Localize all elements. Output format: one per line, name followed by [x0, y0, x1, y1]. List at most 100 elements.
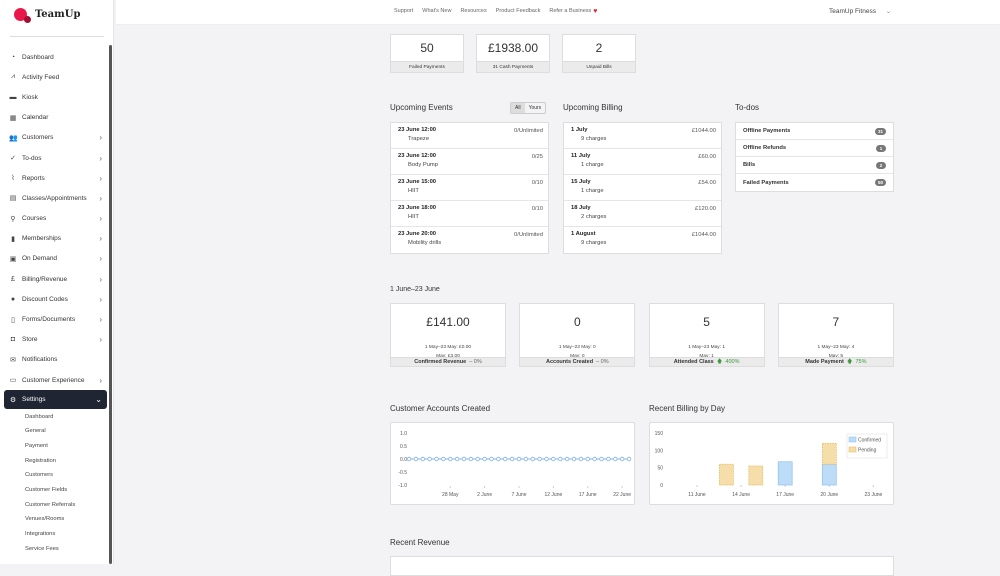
- chevron-right-icon: ›: [99, 133, 102, 143]
- settings-subitem[interactable]: Registration: [25, 457, 56, 464]
- sidebar-item-notifications[interactable]: ✉ Notifications: [4, 350, 107, 370]
- x-tick-label: 14 June: [732, 492, 750, 498]
- sidebar-item-store[interactable]: ◘ Store ›: [4, 330, 107, 350]
- x-tick-label: 28 May: [442, 492, 459, 498]
- top-link[interactable]: Resources: [460, 8, 487, 14]
- y-tick-label: 100: [655, 448, 664, 454]
- sidebar-item-customer-experience[interactable]: ▭ Customer Experience ›: [4, 370, 107, 390]
- event-time: 23 June 20:00: [398, 231, 437, 237]
- kpi-previous-period: 1 May–23 May: £0.00: [424, 345, 472, 350]
- x-tick-label: 12 June: [544, 492, 562, 498]
- x-tick-label: 17 June: [776, 492, 794, 498]
- settings-subitem[interactable]: Customers: [25, 472, 54, 479]
- sidebar-item-reports[interactable]: ⌇ Reports ›: [4, 168, 107, 188]
- todo-row[interactable]: Offline Refunds 1: [736, 140, 893, 157]
- x-tick-label: 17 June: [579, 492, 597, 498]
- event-row[interactable]: 23 June 20:00 0/Unlimited Mobility drills: [391, 227, 548, 253]
- kpi-change: – 0%: [596, 359, 609, 365]
- data-point: [606, 456, 611, 462]
- billing-row[interactable]: 11 July £60.00 1 charge: [564, 149, 721, 175]
- event-name: Trapeze: [408, 136, 430, 142]
- sidebar-item-to-dos[interactable]: ✓ To-dos ›: [4, 148, 107, 168]
- settings-subitem[interactable]: Service Fees: [25, 545, 59, 552]
- settings-subitem[interactable]: Dashboard: [25, 413, 54, 420]
- settings-subitem[interactable]: Integrations: [25, 531, 56, 538]
- billing-row[interactable]: 18 July £120.00 2 charges: [564, 201, 721, 227]
- data-point: [427, 456, 432, 462]
- chevron-down-icon: ⌄: [95, 395, 102, 405]
- data-point: [592, 456, 597, 462]
- stat-card[interactable]: 50 Failed Payments: [390, 34, 464, 73]
- filter-yours-button[interactable]: Yours: [528, 105, 542, 111]
- settings-subitem[interactable]: Payment: [25, 442, 48, 449]
- data-point: [420, 456, 425, 462]
- sidebar-item-dashboard[interactable]: ◔ Dashboard: [4, 47, 107, 67]
- top-link[interactable]: Product Feedback: [495, 8, 541, 14]
- sidebar-item-memberships[interactable]: ▮ Memberships ›: [4, 229, 107, 249]
- sidebar-item-discount-codes[interactable]: ● Discount Codes ›: [4, 289, 107, 309]
- sidebar-item-courses[interactable]: ⚲ Courses ›: [4, 209, 107, 229]
- sidebar-scrollbar[interactable]: [109, 45, 112, 564]
- settings-subitem[interactable]: General: [25, 428, 46, 435]
- y-tick-label: 0.0: [400, 457, 407, 463]
- chart-legend: Confirmed Pending: [846, 433, 888, 459]
- todo-row[interactable]: Bills 2: [736, 157, 893, 174]
- sidebar-item-activity-feed[interactable]: ⩘ Activity Feed: [4, 67, 107, 87]
- settings-subitem[interactable]: Customer Referrals: [25, 501, 76, 508]
- settings-subitem[interactable]: Venues/Rooms: [25, 516, 65, 523]
- period-label: 1 June–23 June: [390, 286, 440, 293]
- kpi-label: Made Payment: [805, 359, 844, 365]
- sidebar-item-calendar[interactable]: ▦ Calendar: [4, 108, 107, 128]
- y-tick-label: 150: [655, 431, 664, 437]
- data-point: [599, 456, 604, 462]
- sidebar-item-billing-revenue[interactable]: £ Billing/Revenue ›: [4, 269, 107, 289]
- data-point: [468, 456, 474, 462]
- event-row[interactable]: 23 June 15:00 0/10 HIIT: [391, 175, 548, 201]
- data-point: [503, 456, 508, 462]
- logo[interactable]: TeamUp: [14, 8, 80, 23]
- sidebar-item-kiosk[interactable]: ▬ Kiosk: [4, 87, 107, 107]
- stat-card[interactable]: £1938.00 31 Cash Payments: [476, 34, 550, 73]
- sidebar-item-on-demand[interactable]: ▣ On Demand ›: [4, 249, 107, 269]
- data-point: [516, 456, 522, 462]
- billing-row[interactable]: 1 July £1044.00 9 charges: [564, 123, 721, 149]
- todo-row[interactable]: Failed Payments 50: [736, 174, 893, 191]
- sidebar-item-label: Forms/Documents: [22, 316, 76, 324]
- kpi-label: Confirmed Revenue: [414, 359, 467, 365]
- todo-row[interactable]: Offline Payments 31: [736, 123, 893, 140]
- stat-value: £1938.00: [487, 41, 539, 55]
- upcoming-events-list: 23 June 12:00 0/Unlimited Trapeze 23 June 1…: [390, 122, 549, 254]
- sidebar-item-classes-appointments[interactable]: ▤ Classes/Appointments ›: [4, 188, 107, 208]
- account-switcher[interactable]: TeamUp Fitness ⌄: [829, 7, 891, 15]
- sidebar-item-label: Customers: [22, 134, 54, 142]
- kpi-previous-month: May: 0: [520, 352, 634, 361]
- chevron-right-icon: ›: [99, 375, 102, 385]
- envelope-icon: ✉: [10, 356, 16, 364]
- billing-row[interactable]: 15 July £54.00 1 charge: [564, 175, 721, 201]
- kpi-previous-month: May: 5: [779, 352, 893, 361]
- event-row[interactable]: 23 June 12:00 0/Unlimited Trapeze: [391, 123, 548, 149]
- activity-icon: ⩘: [11, 73, 15, 81]
- top-link[interactable]: What's New: [422, 8, 452, 14]
- event-row[interactable]: 23 June 12:00 0/25 Body Pump: [391, 149, 548, 175]
- sidebar-item-label: Kiosk: [22, 93, 38, 101]
- billing-row[interactable]: 1 August £1044.00 9 charges: [564, 227, 721, 253]
- billing-chart-card: 150 100 50 0 11 June 14 June 17 June 20 June 23 …: [649, 422, 894, 505]
- x-tick-label: 20 June: [820, 492, 838, 498]
- event-row[interactable]: 23 June 18:00 0/10 HIIT: [391, 201, 548, 227]
- accounts-chart-title: Customer Accounts Created: [390, 404, 491, 413]
- stat-card[interactable]: 2 Unpaid Bills: [562, 34, 636, 73]
- top-link[interactable]: Refer a Business: [549, 8, 592, 14]
- filter-all-button[interactable]: All: [511, 103, 525, 113]
- kpi-label: Accounts Created: [545, 359, 594, 365]
- chevron-right-icon: ›: [99, 193, 102, 203]
- discount-icon: ●: [10, 295, 16, 303]
- top-link[interactable]: Support: [394, 8, 414, 14]
- upcoming-events-title: Upcoming Events: [390, 103, 453, 112]
- chart-icon: ⌇: [11, 175, 15, 183]
- chevron-right-icon: ›: [99, 214, 102, 224]
- sidebar-item-forms-documents[interactable]: ▯ Forms/Documents ›: [4, 309, 107, 329]
- sidebar-item-settings[interactable]: ⚙ Settings ⌄: [4, 390, 107, 410]
- settings-subitem[interactable]: Customer Fields: [25, 486, 68, 493]
- sidebar-item-customers[interactable]: 👥 Customers ›: [4, 128, 107, 148]
